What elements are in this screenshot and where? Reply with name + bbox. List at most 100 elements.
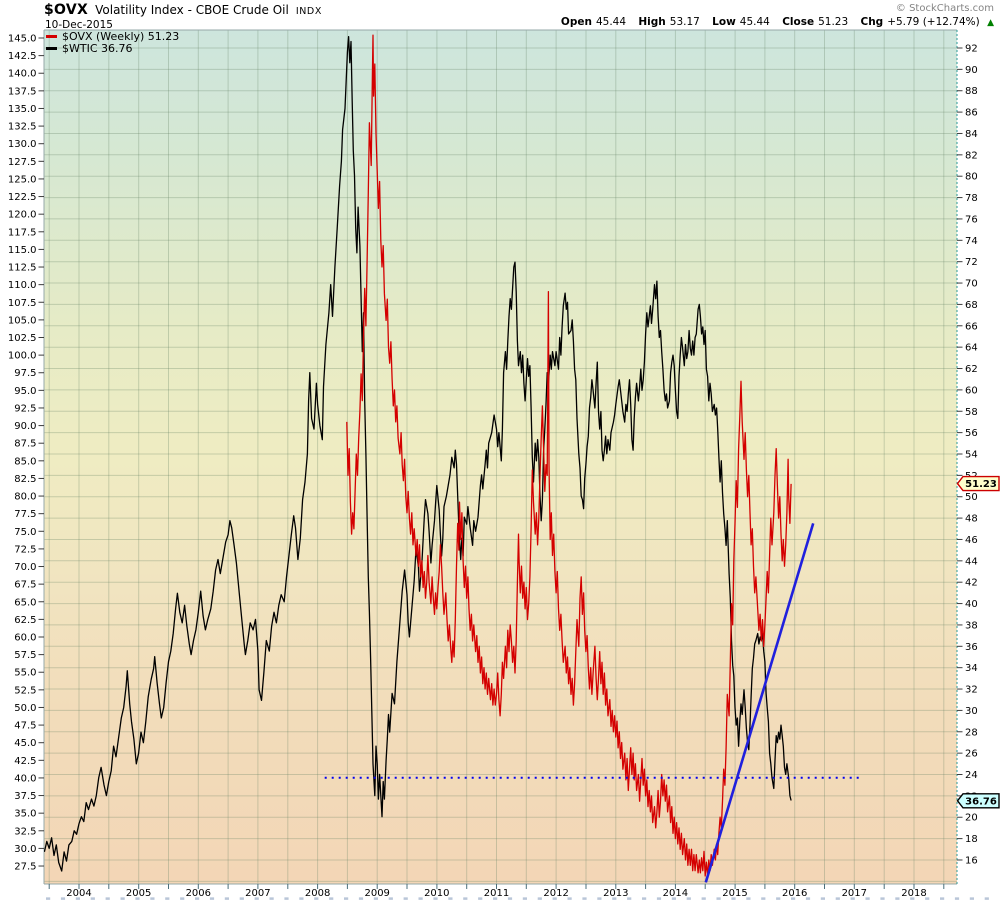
svg-text:102.5: 102.5: [8, 333, 37, 344]
svg-text:50.0: 50.0: [14, 703, 36, 714]
svg-text:65.0: 65.0: [14, 597, 36, 608]
svg-text:70: 70: [965, 279, 978, 290]
svg-text:36.76: 36.76: [965, 796, 997, 807]
change-label: Chg: [860, 16, 884, 28]
x-axis: 2004 2005 2006 2007 2008 2009 2010 2011 2012 2013…: [48, 884, 945, 899]
svg-text:52.5: 52.5: [14, 685, 36, 696]
svg-text:26: 26: [965, 749, 978, 760]
svg-text:36: 36: [965, 642, 978, 653]
svg-text:2008: 2008: [305, 888, 330, 899]
svg-text:66: 66: [965, 321, 978, 332]
svg-text:85.0: 85.0: [14, 456, 36, 467]
svg-text:70.0: 70.0: [14, 562, 36, 573]
last-price-label-36.76: 36.76: [956, 793, 1000, 809]
svg-text:90: 90: [965, 65, 978, 76]
svg-text:80.0: 80.0: [14, 492, 36, 503]
svg-text:87.5: 87.5: [14, 439, 36, 450]
legend-item-wtic: $WTIC 36.76: [46, 42, 179, 55]
svg-text:84: 84: [965, 129, 978, 140]
svg-text:32: 32: [965, 685, 978, 696]
svg-text:122.5: 122.5: [8, 192, 37, 203]
svg-text:67.5: 67.5: [14, 580, 36, 591]
svg-text:2009: 2009: [364, 888, 389, 899]
svg-text:2018: 2018: [901, 888, 926, 899]
annotations: [324, 523, 864, 883]
svg-text:38: 38: [965, 620, 978, 631]
svg-text:117.5: 117.5: [8, 227, 37, 238]
svg-text:48: 48: [965, 514, 978, 525]
svg-text:24: 24: [965, 770, 978, 781]
change-up-icon: ▲: [987, 18, 994, 28]
svg-text:57.5: 57.5: [14, 650, 36, 661]
svg-text:130.0: 130.0: [8, 139, 37, 150]
low-label: Low: [712, 16, 736, 28]
quote-line: Open 45.44 High 53.17 Low 45.44 Close 51.23 …: [561, 16, 994, 28]
series-lines: [44, 34, 792, 877]
svg-text:112.5: 112.5: [8, 263, 37, 274]
svg-text:82.5: 82.5: [14, 474, 36, 485]
ovx-line: [346, 34, 792, 877]
svg-text:2004: 2004: [66, 888, 91, 899]
left-axis: 145.0 142.5 140.0 137.5 135.0 132.5 130.0 127.5…: [8, 34, 44, 873]
ovx-legend-label: $OVX (Weekly) 51.23: [62, 30, 180, 43]
svg-text:2013: 2013: [603, 888, 628, 899]
svg-text:58: 58: [965, 407, 978, 418]
svg-text:62: 62: [965, 364, 978, 375]
close-value: 51.23: [818, 16, 849, 28]
svg-text:2005: 2005: [126, 888, 151, 899]
chart-title: Volatility Index - CBOE Crude Oil: [95, 3, 289, 17]
svg-text:88: 88: [965, 86, 978, 97]
svg-text:100.0: 100.0: [8, 351, 37, 362]
svg-text:40.0: 40.0: [14, 773, 36, 784]
svg-text:32.5: 32.5: [14, 826, 36, 837]
svg-text:47.5: 47.5: [14, 721, 36, 732]
svg-text:46: 46: [965, 535, 978, 546]
svg-text:2012: 2012: [543, 888, 568, 899]
svg-text:45.0: 45.0: [14, 738, 36, 749]
plot-border: [43, 29, 958, 885]
svg-text:64: 64: [965, 343, 978, 354]
chart-header: $OVX Volatility Index - CBOE Crude Oil I…: [44, 2, 322, 18]
svg-text:115.0: 115.0: [8, 245, 37, 256]
svg-text:74: 74: [965, 236, 978, 247]
open-label: Open: [560, 16, 592, 28]
legend-item-ovx: $OVX (Weekly) 51.23: [46, 31, 179, 43]
svg-text:90.0: 90.0: [14, 421, 36, 432]
svg-text:2015: 2015: [722, 888, 747, 899]
chart-exchange: INDX: [295, 6, 322, 17]
svg-text:55.0: 55.0: [14, 668, 36, 679]
svg-text:60.0: 60.0: [14, 632, 36, 643]
svg-text:110.0: 110.0: [8, 280, 37, 291]
svg-text:2014: 2014: [663, 888, 688, 899]
svg-text:56: 56: [965, 428, 978, 439]
rising-trendline: [704, 523, 815, 883]
last-price-label-51.23: 51.23: [956, 475, 1000, 492]
svg-text:72: 72: [965, 257, 978, 268]
svg-text:2017: 2017: [842, 888, 867, 899]
svg-text:127.5: 127.5: [8, 157, 37, 168]
svg-text:135.0: 135.0: [8, 104, 37, 115]
svg-text:68: 68: [965, 300, 978, 311]
svg-text:2010: 2010: [424, 888, 449, 899]
svg-text:54: 54: [965, 449, 978, 460]
chart-symbol: $OVX: [44, 2, 89, 18]
change-value: +5.79 (+12.74%): [887, 16, 980, 28]
low-value: 45.44: [739, 16, 770, 28]
svg-text:62.5: 62.5: [14, 615, 36, 626]
copyright-notice: © StockCharts.com: [895, 3, 994, 14]
svg-text:140.0: 140.0: [8, 69, 37, 80]
svg-text:105.0: 105.0: [8, 315, 37, 326]
svg-text:137.5: 137.5: [8, 86, 37, 97]
svg-text:51.23: 51.23: [965, 479, 997, 490]
svg-text:34: 34: [965, 663, 978, 674]
svg-text:78: 78: [965, 193, 978, 204]
svg-text:142.5: 142.5: [8, 51, 37, 62]
svg-text:92.5: 92.5: [14, 403, 36, 414]
svg-text:42: 42: [965, 578, 978, 589]
svg-text:82: 82: [965, 150, 978, 161]
svg-text:76: 76: [965, 214, 978, 225]
svg-text:44: 44: [965, 556, 978, 567]
gridlines: [44, 30, 957, 884]
close-label: Close: [782, 16, 815, 28]
svg-text:92: 92: [965, 44, 978, 55]
